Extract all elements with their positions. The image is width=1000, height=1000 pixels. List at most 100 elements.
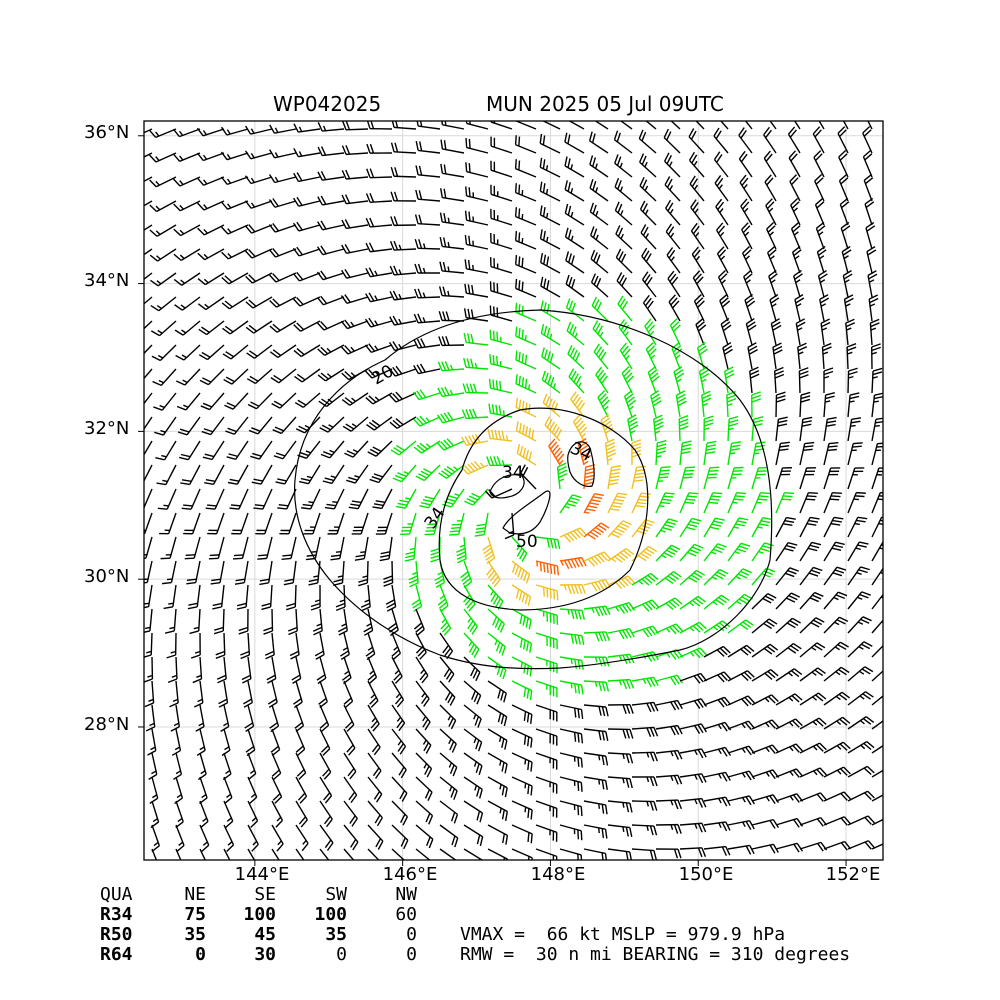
wind-barb (631, 465, 647, 490)
barb-shaft (871, 843, 883, 850)
barb-feather (773, 345, 783, 352)
barb-feather-half (322, 125, 327, 131)
wind-barb (713, 127, 729, 154)
barb-feather-half (180, 304, 186, 309)
barb-feather-half (844, 279, 850, 283)
barb-feather (423, 742, 430, 752)
barb-feather-half (352, 449, 359, 453)
barb-shaft (184, 368, 201, 386)
barb-feather (598, 681, 603, 692)
barb-feather (269, 351, 279, 359)
barb-feather (427, 791, 433, 801)
barb-feather (489, 456, 495, 466)
barb-shaft (216, 512, 225, 534)
barb-feather (368, 343, 376, 352)
barb-feather (572, 394, 579, 403)
barb-feather (375, 500, 386, 503)
barb-shaft (346, 176, 369, 180)
barb-feather (555, 450, 563, 459)
barb-shaft (295, 608, 298, 632)
barb-feather (379, 558, 390, 562)
barb-feather (584, 474, 595, 479)
barb-feather-half (163, 504, 169, 507)
wind-barb (539, 181, 561, 202)
barb-feather (411, 598, 421, 606)
barb-shaft (631, 848, 654, 852)
barb-feather (653, 418, 664, 424)
barb-feather (314, 650, 324, 657)
barb-feather (299, 480, 309, 485)
barb-feather (738, 150, 746, 160)
barb-shaft (775, 517, 787, 538)
barb-feather (524, 402, 528, 413)
barb-shaft (618, 326, 633, 346)
barb-feather (321, 398, 330, 405)
wind-barb (539, 229, 561, 250)
barb-shaft (439, 752, 458, 768)
barb-feather (373, 473, 384, 478)
barb-feather (722, 646, 731, 654)
wind-barb (295, 752, 307, 780)
barb-feather-half (732, 501, 738, 504)
barb-shaft (463, 680, 482, 696)
wind-barb (847, 716, 875, 730)
barb-shaft (312, 512, 321, 535)
barb-feather-half (880, 596, 883, 599)
wind-barb (463, 584, 476, 612)
barb-feather-half (396, 716, 402, 722)
barb-feather-half (745, 255, 750, 260)
barb-feather-half (178, 841, 184, 846)
barb-shaft (664, 184, 681, 202)
barb-feather (269, 299, 277, 308)
wind-barb (215, 632, 226, 659)
wind-barb (269, 296, 297, 308)
barb-feather (765, 153, 773, 162)
barb-feather (337, 626, 348, 633)
barb-shaft (631, 519, 647, 538)
barb-feather (175, 354, 185, 361)
wind-barb (511, 656, 533, 677)
wind-barb (294, 368, 321, 383)
wind-barb (317, 146, 345, 157)
wind-barb (847, 641, 873, 658)
barb-shaft (217, 536, 225, 559)
barb-feather (720, 317, 730, 325)
barb-feather (270, 377, 280, 384)
barb-shaft (367, 584, 371, 607)
barb-shaft (418, 344, 441, 349)
barb-feather (388, 368, 396, 377)
barb-feather (629, 729, 634, 739)
barb-feather (609, 475, 620, 479)
wind-barb (727, 492, 747, 514)
barb-feather (721, 620, 731, 628)
barb-shaft (366, 560, 369, 584)
barb-feather (370, 700, 379, 708)
barb-shaft (847, 395, 851, 418)
barb-feather (389, 291, 395, 301)
barb-feather (220, 176, 228, 185)
barb-feather (627, 399, 637, 407)
barb-feather (148, 129, 157, 138)
barb-feather (501, 738, 505, 748)
barb-shaft (186, 416, 201, 436)
barb-feather (224, 325, 234, 333)
barb-feather (564, 156, 568, 166)
barb-feather-half (558, 459, 564, 465)
barb-feather (525, 574, 531, 584)
barb-feather (319, 427, 329, 433)
barb-feather (413, 339, 419, 349)
barb-feather (267, 698, 277, 705)
barb-feather (738, 545, 749, 550)
barb-feather (673, 675, 680, 685)
barb-feather (475, 527, 486, 530)
barb-shaft (559, 776, 582, 784)
barb-feather (627, 575, 636, 584)
barb-feather (877, 442, 883, 445)
barb-feather (253, 478, 263, 482)
barb-shaft (250, 152, 273, 160)
barb-feather (617, 295, 624, 305)
wind-barb (464, 488, 489, 506)
barb-shaft (764, 181, 777, 202)
barb-feather (420, 470, 430, 477)
wind-barb (220, 224, 249, 235)
